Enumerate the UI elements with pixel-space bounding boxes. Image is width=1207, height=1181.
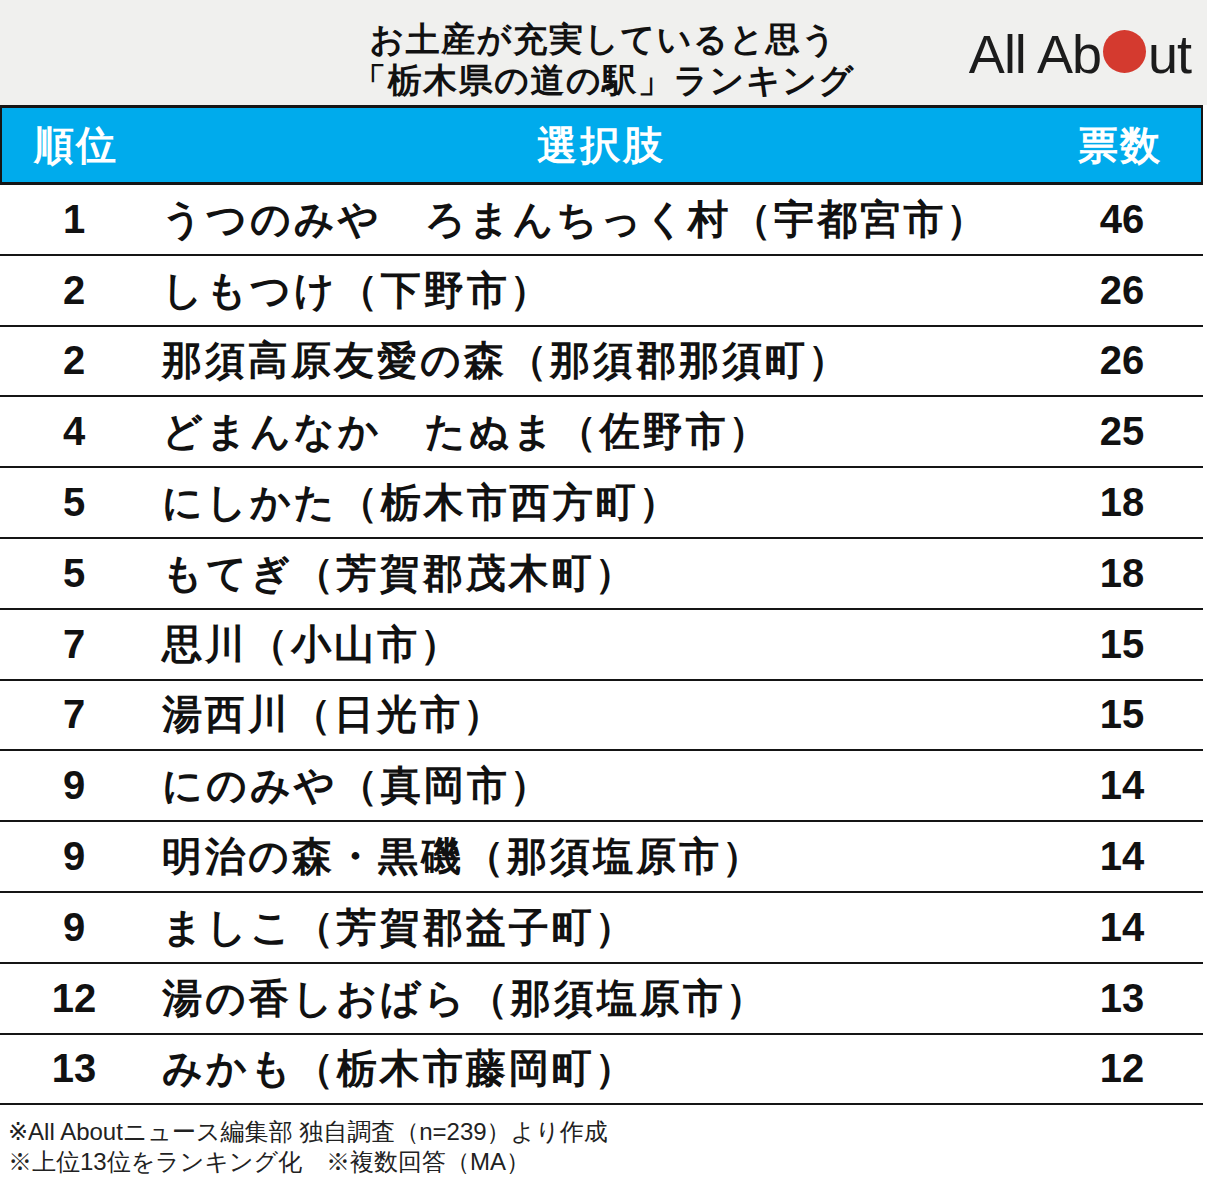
table-row: 9 明治の森・黒磯（那須塩原市） 14 [0,822,1203,893]
table-row: 9 ましこ（芳賀郡益子町） 14 [0,893,1203,964]
name-cell: しもつけ（下野市） [148,263,1041,318]
votes-cell: 26 [1041,338,1203,383]
logo-text-left: All Ab [969,24,1101,84]
votes-cell: 13 [1041,976,1203,1021]
title-line1: お土産が充実していると思う [352,19,855,60]
name-cell: みかも（栃木市藤岡町） [148,1041,1041,1096]
page-title: お土産が充実していると思う 「栃木県の道の駅」ランキング [352,19,855,101]
rank-cell: 9 [0,763,148,808]
logo-red-dot-icon [1103,30,1146,73]
ranking-table-body: 1 うつのみや ろまんちっく村（宇都宮市） 46 2 しもつけ（下野市） 26 … [0,185,1203,1105]
table-row: 7 湯西川（日光市） 15 [0,681,1203,752]
rank-cell: 13 [0,1046,148,1091]
name-cell: にのみや（真岡市） [148,758,1041,813]
votes-cell: 25 [1041,409,1203,454]
rank-cell: 7 [0,692,148,737]
name-cell: にしかた（栃木市西方町） [148,475,1041,530]
rank-cell: 12 [0,976,148,1021]
name-cell: 湯西川（日光市） [148,687,1041,742]
name-cell: 思川（小山市） [148,617,1041,672]
name-cell: もてぎ（芳賀郡茂木町） [148,546,1041,601]
rank-cell: 5 [0,551,148,596]
col-header-rank: 順位 [2,118,150,173]
allabout-logo: All Ab ut [969,27,1191,81]
title-line2: 「栃木県の道の駅」ランキング [352,60,855,101]
table-row: 7 思川（小山市） 15 [0,610,1203,681]
votes-cell: 12 [1041,1046,1203,1091]
votes-cell: 14 [1041,834,1203,879]
table-header: 順位 選択肢 票数 [0,105,1203,185]
table-row: 13 みかも（栃木市藤岡町） 12 [0,1035,1203,1106]
footnote-line1: ※All Aboutニュース編集部 独自調査（n=239）より作成 [8,1117,1207,1147]
footnote-line2: ※上位13位をランキング化 ※複数回答（MA） [8,1147,1207,1177]
table-row: 9 にのみや（真岡市） 14 [0,751,1203,822]
col-header-name: 選択肢 [150,118,1039,173]
votes-cell: 26 [1041,268,1203,313]
table-row: 1 うつのみや ろまんちっく村（宇都宮市） 46 [0,185,1203,256]
table-row: 2 しもつけ（下野市） 26 [0,256,1203,327]
table-row: 5 にしかた（栃木市西方町） 18 [0,468,1203,539]
votes-cell: 14 [1041,763,1203,808]
table-row: 4 どまんなか たぬま（佐野市） 25 [0,397,1203,468]
name-cell: 那須高原友愛の森（那須郡那須町） [148,333,1041,388]
votes-cell: 18 [1041,480,1203,525]
rank-cell: 9 [0,905,148,950]
rank-cell: 1 [0,197,148,242]
table-row: 5 もてぎ（芳賀郡茂木町） 18 [0,539,1203,610]
logo-text-right: ut [1148,24,1191,84]
rank-cell: 2 [0,338,148,383]
col-header-votes: 票数 [1039,118,1201,173]
header-band: お土産が充実していると思う 「栃木県の道の駅」ランキング All Ab ut [0,0,1207,105]
table-row: 12 湯の香しおばら（那須塩原市） 13 [0,964,1203,1035]
name-cell: どまんなか たぬま（佐野市） [148,404,1041,459]
votes-cell: 18 [1041,551,1203,596]
votes-cell: 15 [1041,622,1203,667]
rank-cell: 9 [0,834,148,879]
name-cell: 明治の森・黒磯（那須塩原市） [148,829,1041,884]
votes-cell: 15 [1041,692,1203,737]
name-cell: 湯の香しおばら（那須塩原市） [148,971,1041,1026]
rank-cell: 5 [0,480,148,525]
name-cell: うつのみや ろまんちっく村（宇都宮市） [148,192,1041,247]
votes-cell: 14 [1041,905,1203,950]
rank-cell: 4 [0,409,148,454]
name-cell: ましこ（芳賀郡益子町） [148,900,1041,955]
rank-cell: 7 [0,622,148,667]
rank-cell: 2 [0,268,148,313]
table-row: 2 那須高原友愛の森（那須郡那須町） 26 [0,327,1203,398]
votes-cell: 46 [1041,197,1203,242]
footnotes: ※All Aboutニュース編集部 独自調査（n=239）より作成 ※上位13位… [0,1105,1207,1177]
